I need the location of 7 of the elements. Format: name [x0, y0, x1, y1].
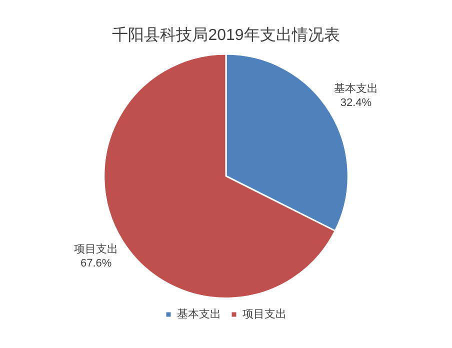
slice-label: 项目支出 [74, 242, 118, 256]
slice-label: 基本支出 [334, 82, 378, 95]
data-label: 32.4% [340, 96, 372, 109]
chart-title: 千阳县科技局2019年支出情况表 [112, 26, 340, 44]
data-label: 67.6% [80, 257, 112, 270]
legend-label: 基本支出 [177, 308, 221, 321]
legend-label: 项目支出 [242, 308, 286, 321]
